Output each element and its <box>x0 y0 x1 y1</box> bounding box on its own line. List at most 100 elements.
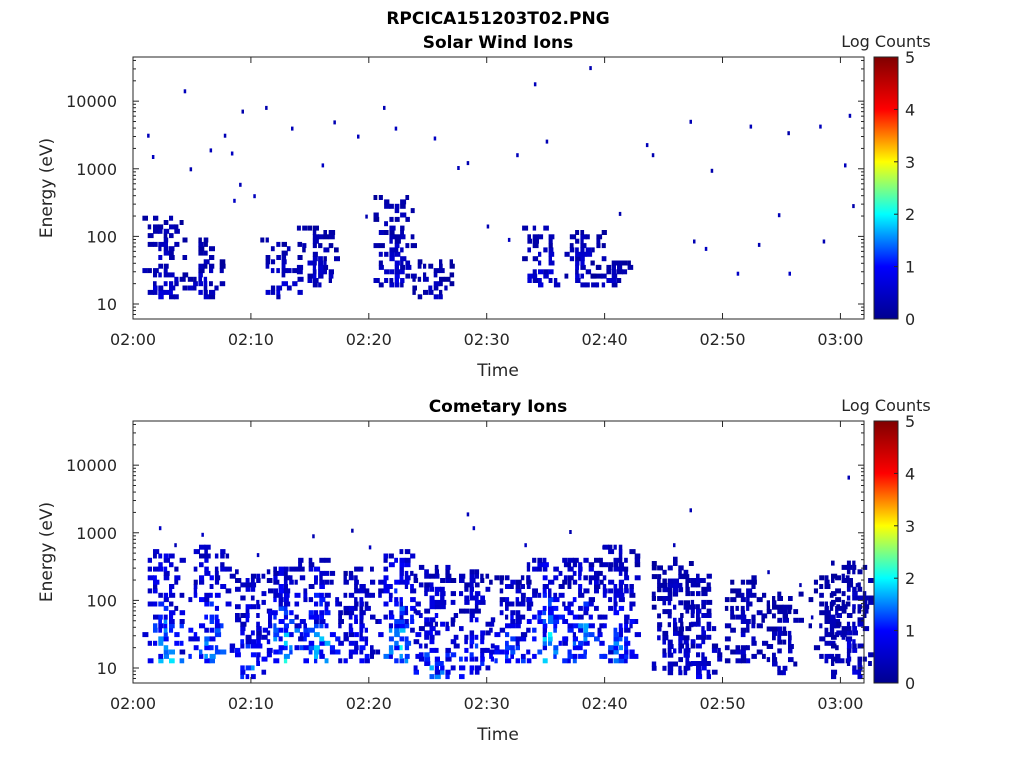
heatmap-cell <box>490 621 495 627</box>
heatmap-cell <box>474 669 480 675</box>
heatmap-cell <box>348 653 353 659</box>
heatmap-cell <box>338 623 342 629</box>
heatmap-cell <box>474 643 479 649</box>
heatmap-cell <box>680 643 684 649</box>
heatmap-cell <box>532 278 538 283</box>
heatmap-cell <box>193 584 198 589</box>
heatmap-cell <box>384 203 391 209</box>
heatmap-point <box>545 139 549 144</box>
heatmap-cell <box>370 579 376 585</box>
heatmap-point <box>239 182 242 187</box>
heatmap-cell <box>147 268 152 274</box>
heatmap-cell <box>245 639 252 645</box>
heatmap-cell <box>505 658 512 664</box>
heatmap-cell <box>312 278 319 283</box>
heatmap-cell <box>678 657 683 663</box>
heatmap-cell <box>657 587 662 593</box>
heatmap-cell <box>413 639 420 645</box>
heatmap-cell <box>575 256 582 262</box>
heatmap-cell <box>711 647 717 653</box>
heatmap-cell <box>158 601 165 607</box>
heatmap-point <box>253 194 256 199</box>
heatmap-cell <box>283 588 291 594</box>
heatmap-cell <box>209 246 215 252</box>
heatmap-cell <box>601 256 607 262</box>
heatmap-cell <box>434 621 438 627</box>
heatmap-cell <box>499 610 504 616</box>
heatmap-cell <box>624 557 628 563</box>
heatmap-point <box>233 198 236 203</box>
heatmap-cell <box>575 269 579 275</box>
heatmap-cell <box>515 623 521 629</box>
heatmap-cell <box>618 588 624 594</box>
heatmap-cell <box>580 234 587 240</box>
heatmap-cell <box>485 621 492 627</box>
heatmap-cell <box>364 601 369 607</box>
heatmap-cell <box>510 649 516 655</box>
heatmap-cell <box>169 610 176 616</box>
heatmap-cell <box>852 564 857 570</box>
heatmap-cell <box>701 665 707 671</box>
heatmap-cell <box>209 653 216 659</box>
heatmap-cell <box>261 573 266 579</box>
heatmap-cell <box>179 592 185 598</box>
heatmap-cell <box>198 241 204 247</box>
heatmap-cell <box>724 623 732 629</box>
heatmap-cell <box>389 234 396 240</box>
heatmap-cell <box>250 604 257 610</box>
heatmap-point <box>151 155 155 159</box>
heatmap-cell <box>685 656 690 662</box>
heatmap-cell <box>469 634 475 640</box>
heatmap-cell <box>289 645 293 651</box>
heatmap-cell <box>813 645 821 651</box>
heatmap-cell <box>772 630 778 636</box>
heatmap-cell <box>673 630 679 636</box>
heatmap-cell <box>384 230 389 235</box>
heatmap-cell <box>199 544 206 550</box>
heatmap-cell <box>542 557 547 563</box>
heatmap-cell <box>400 278 405 283</box>
heatmap-cell <box>423 276 429 282</box>
heatmap-cell <box>751 579 757 585</box>
heatmap-cell <box>169 623 175 629</box>
heatmap-cell <box>354 649 359 655</box>
heatmap-cell <box>399 614 404 620</box>
heatmap-cell <box>250 643 257 649</box>
heatmap-cell <box>245 674 250 680</box>
heatmap-cell <box>294 614 299 620</box>
heatmap-cell <box>429 617 436 623</box>
heatmap-cell <box>836 630 843 636</box>
heatmap-cell <box>829 605 834 611</box>
heatmap-cell <box>474 591 481 597</box>
heatmap-cell <box>404 645 410 651</box>
heatmap-cell <box>296 225 301 231</box>
heatmap-cell <box>505 645 512 651</box>
heatmap-cell <box>868 661 872 666</box>
heatmap-cell <box>617 260 624 266</box>
heatmap-cell <box>278 649 283 655</box>
heatmap-point <box>312 534 315 539</box>
heatmap-cell <box>147 224 152 230</box>
heatmap-cell <box>673 661 678 667</box>
heatmap-cell <box>373 278 380 283</box>
heatmap-cell <box>209 289 216 295</box>
heatmap-cell <box>338 619 344 624</box>
heatmap-cell <box>388 627 393 633</box>
heatmap-cell <box>423 289 428 295</box>
heatmap-cell <box>606 278 613 283</box>
heatmap-cell <box>434 591 440 597</box>
heatmap-cell <box>553 627 557 633</box>
heatmap-cell <box>515 614 522 620</box>
heatmap-cell <box>235 617 242 623</box>
heatmap-cell <box>624 627 631 633</box>
heatmap-cell <box>494 649 501 655</box>
heatmap-cell <box>378 251 383 257</box>
heatmap-cell <box>187 285 194 291</box>
heatmap-cell <box>209 263 215 269</box>
heatmap-cell <box>618 623 623 629</box>
heatmap-cell <box>459 591 464 597</box>
heatmap-cell <box>378 230 385 235</box>
heatmap-cell <box>314 645 320 651</box>
heatmap-cell <box>583 627 589 633</box>
heatmap-cell <box>601 282 606 288</box>
